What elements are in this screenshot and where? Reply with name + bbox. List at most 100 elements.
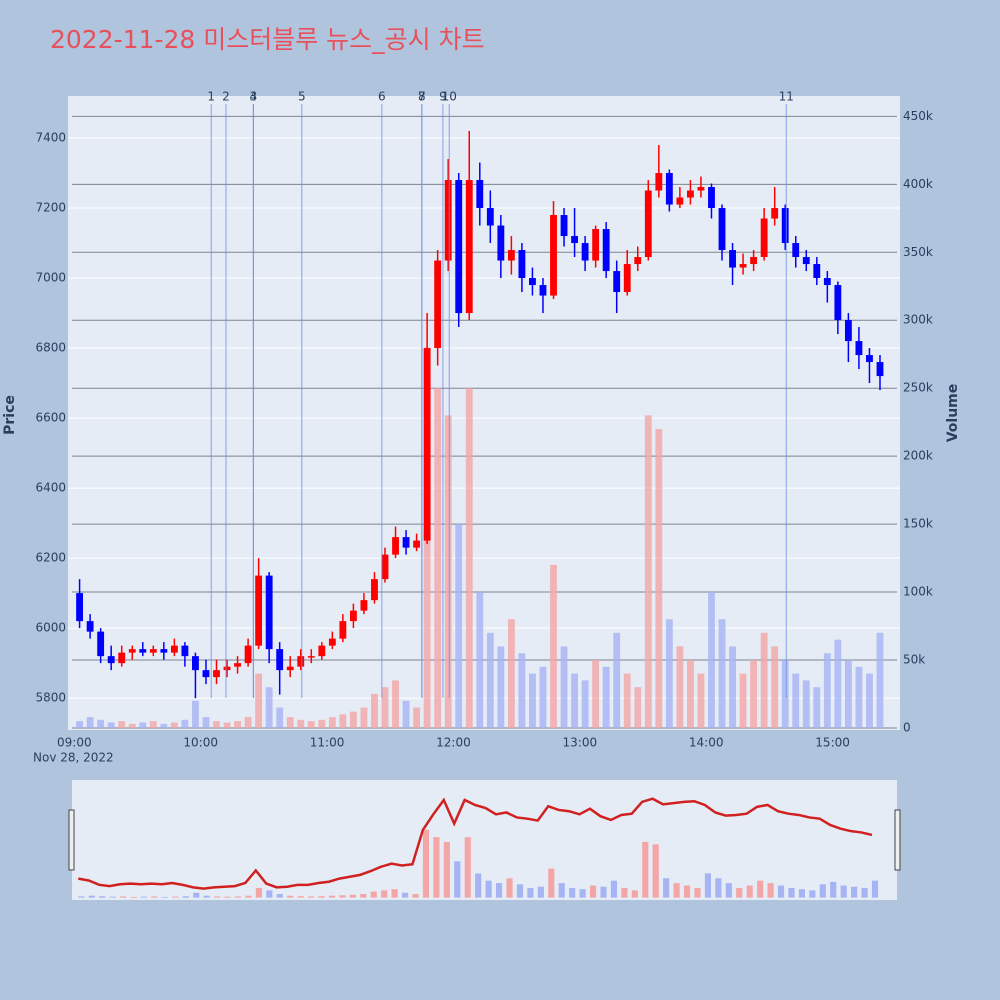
news-marker-label: 11 xyxy=(779,90,794,104)
slider-volume-bar xyxy=(140,896,148,898)
y2-tick-label: 400k xyxy=(903,177,933,191)
slider-volume-bar xyxy=(224,896,231,898)
candle-body xyxy=(750,257,758,265)
y2-tick-label: 200k xyxy=(903,449,933,463)
y2-tick-label: 250k xyxy=(903,381,933,395)
volume-bar xyxy=(402,700,410,728)
slider-volume-bar xyxy=(360,894,367,898)
candle-body xyxy=(665,173,673,205)
volume-bar xyxy=(181,719,189,728)
y-tick-label: 6800 xyxy=(35,341,66,355)
candle-body xyxy=(307,656,315,658)
volume-bar xyxy=(339,714,347,728)
slider-volume-bar xyxy=(558,883,565,898)
candle-body xyxy=(486,208,494,226)
volume-bar xyxy=(149,721,157,728)
volume-bar xyxy=(644,415,652,728)
volume-bar xyxy=(455,524,463,728)
volume-bar xyxy=(318,719,326,728)
volume-bar xyxy=(223,722,231,728)
volume-bar xyxy=(581,680,589,728)
slider-volume-bar xyxy=(297,896,304,898)
volume-bar xyxy=(697,673,705,728)
slider-volume-bar xyxy=(203,895,210,898)
range-slider[interactable] xyxy=(72,780,897,900)
plot-area xyxy=(68,96,900,730)
slider-volume-bar xyxy=(757,880,764,898)
volume-bar xyxy=(729,646,736,728)
slider-volume-bar xyxy=(495,883,503,898)
candle-body xyxy=(813,264,821,279)
chart-title: 2022-11-28 미스터블루 뉴스_공시 차트 xyxy=(50,25,485,54)
slider-volume-bar xyxy=(788,887,795,898)
candle-body xyxy=(644,190,652,258)
candle-body xyxy=(602,229,610,272)
candle-body xyxy=(834,285,842,321)
candle-body xyxy=(223,666,231,671)
candle-body xyxy=(339,621,347,639)
volume-bar xyxy=(118,721,126,728)
slider-volume-bar xyxy=(339,895,346,898)
volume-bar xyxy=(286,717,294,728)
candle-body xyxy=(634,257,642,265)
slider-volume-bar xyxy=(120,896,127,898)
candle-body xyxy=(507,250,515,261)
candle-body xyxy=(697,187,705,191)
volume-bar xyxy=(708,592,715,728)
slider-volume-bar xyxy=(485,880,492,898)
y-tick-label: 7200 xyxy=(35,201,66,215)
slider-volume-bar xyxy=(579,889,586,898)
volume-bar xyxy=(813,687,821,728)
candle-body xyxy=(139,649,147,653)
candle-body xyxy=(297,656,305,667)
volume-bar xyxy=(392,680,399,728)
candle-body xyxy=(328,638,336,646)
candle-body xyxy=(497,225,505,261)
slider-handle[interactable] xyxy=(894,809,901,871)
volume-bar xyxy=(381,687,389,728)
candle-body xyxy=(349,610,357,622)
slider-volume-bar xyxy=(182,896,189,898)
candle-body xyxy=(107,656,115,664)
slider-volume-bar xyxy=(402,892,409,898)
news-marker-label: 10 xyxy=(442,90,457,104)
volume-bar xyxy=(371,693,378,728)
slider-volume-bar xyxy=(245,895,252,898)
slider-volume-bar xyxy=(673,883,680,898)
volume-bar xyxy=(265,687,273,728)
volume-bar xyxy=(634,687,642,728)
volume-bar xyxy=(76,721,84,728)
news-marker-label: 8 xyxy=(418,90,426,104)
slider-volume-bar xyxy=(109,896,116,898)
candle-body xyxy=(202,670,210,678)
y2-axis-title: Volume xyxy=(945,384,961,443)
slider-volume-bar xyxy=(381,890,388,898)
volume-bar xyxy=(866,673,873,728)
slider-volume-bar xyxy=(746,885,753,898)
candle-body xyxy=(802,257,810,265)
volume-bar xyxy=(139,722,147,728)
slider-volume-bar xyxy=(809,890,816,898)
slider-volume-bar xyxy=(172,896,179,898)
volume-bar xyxy=(497,646,505,728)
candle-body xyxy=(760,218,768,258)
candle-body xyxy=(708,187,715,209)
slider-volume-bar xyxy=(715,878,722,898)
slider-volume-bar xyxy=(631,890,638,898)
candle-body xyxy=(571,236,578,244)
volume-bar xyxy=(192,700,199,728)
slider-volume-bar xyxy=(328,895,336,898)
volume-bar xyxy=(465,388,473,728)
slider-volume-bar xyxy=(318,896,325,898)
volume-bar xyxy=(686,660,694,728)
candle-body xyxy=(613,271,621,293)
slider-handle[interactable] xyxy=(68,809,75,871)
volume-bar xyxy=(834,639,842,728)
x-date-label: Nov 28, 2022 xyxy=(33,751,114,765)
slider-volume-bar xyxy=(537,886,544,898)
candle-body xyxy=(876,362,884,377)
candle-body xyxy=(402,537,410,548)
slider-volume-bar xyxy=(830,881,837,898)
volume-bar xyxy=(434,388,442,728)
